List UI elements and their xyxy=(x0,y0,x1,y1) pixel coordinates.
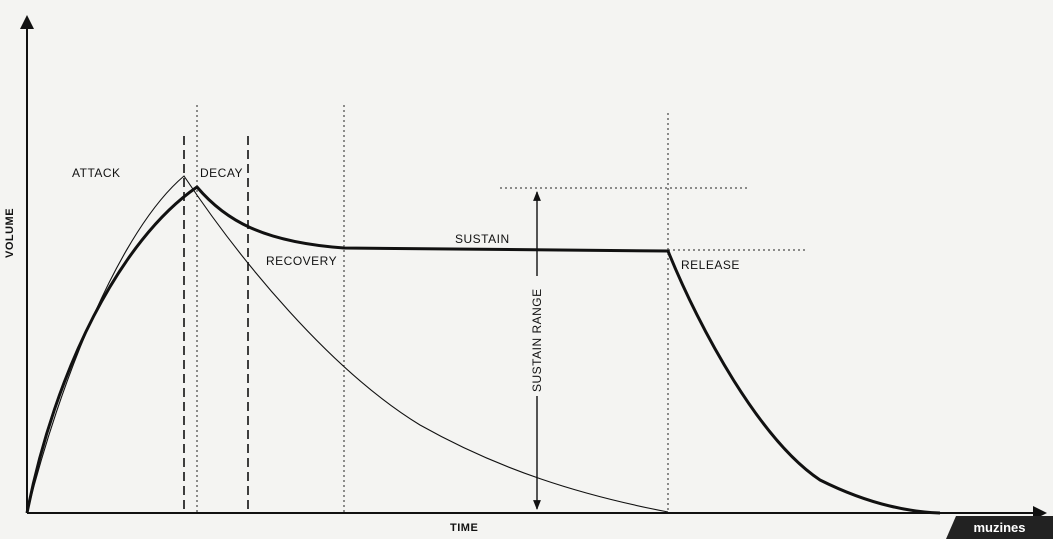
time-axis-label: TIME xyxy=(450,522,478,534)
decay-label: DECAY xyxy=(200,166,243,180)
adsr-envelope-curve xyxy=(25,185,941,515)
sustain-label: SUSTAIN xyxy=(455,232,510,246)
sustain-range-label-bg xyxy=(527,276,547,396)
recovery-label: RECOVERY xyxy=(266,254,337,268)
recovery-curve xyxy=(26,175,669,514)
muzines-watermark: muzines xyxy=(946,516,1053,539)
sustain-range-label: SUSTAIN RANGE xyxy=(530,288,544,392)
attack-label: ATTACK xyxy=(72,166,121,180)
release-label: RELEASE xyxy=(681,258,740,272)
volume-axis-label: VOLUME xyxy=(4,208,16,258)
